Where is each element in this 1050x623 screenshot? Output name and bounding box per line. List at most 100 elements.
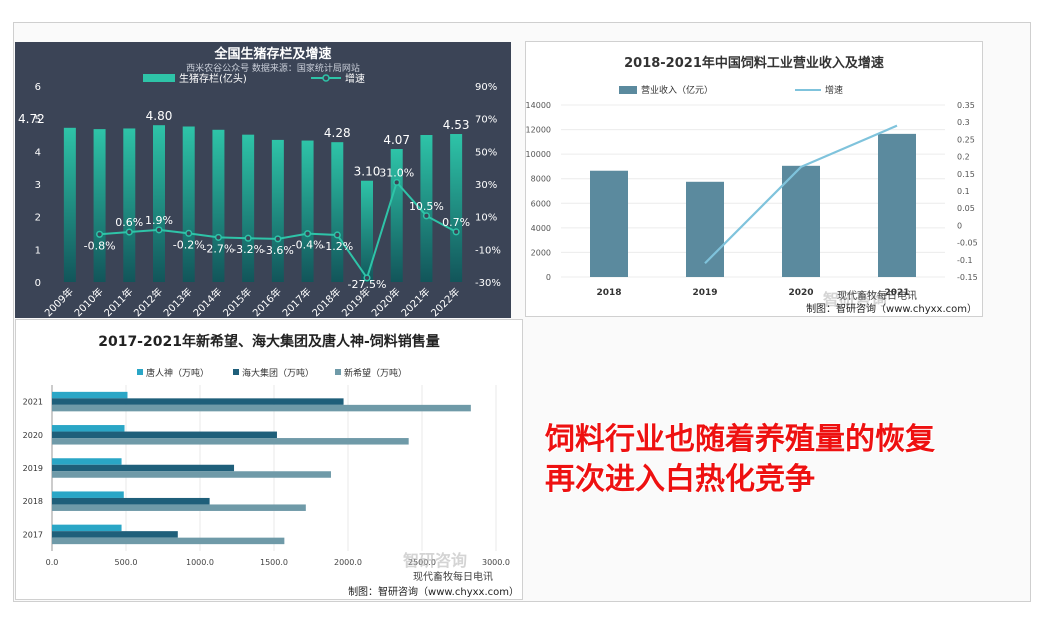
headline-line-1: 饲料行业也随着养殖量的恢复 xyxy=(545,422,935,457)
y2-tick-label: -10% xyxy=(475,245,501,256)
bar-sales xyxy=(52,471,331,478)
x-tick-label: 2021 xyxy=(884,288,909,298)
growth-point xyxy=(363,274,371,282)
y2-tick-label: 0.35 xyxy=(957,101,975,110)
y-tick-label: 1 xyxy=(35,245,41,256)
bar-sales xyxy=(52,531,178,538)
legend-label: 唐人神（万吨） xyxy=(146,367,209,379)
bar-inventory xyxy=(331,142,344,282)
growth-point xyxy=(333,231,341,239)
bar-value-label: 4.80 xyxy=(146,109,173,123)
legend-label-revenue: 营业收入（亿元） xyxy=(641,84,713,96)
y-tick-label: 2020 xyxy=(23,431,43,440)
watermark-text: 智研咨询 xyxy=(403,551,467,570)
feed-sales-chart: 2017-2021年新希望、海大集团及唐人神-饲料销售量 唐人神（万吨） 海大集团（… xyxy=(15,319,523,600)
y-tick-label: 12000 xyxy=(526,126,551,135)
bar-sales xyxy=(52,504,306,511)
bar-sales xyxy=(52,464,235,472)
chart-title: 2018-2021年中国饲料工业营业收入及增速 xyxy=(624,55,884,71)
growth-value-label: -1.2% xyxy=(321,240,353,253)
y-tick-label: 4000 xyxy=(531,224,551,233)
growth-value-label: -0.4% xyxy=(292,239,324,252)
y-tick-label: 2021 xyxy=(23,398,43,407)
chart-title: 2017-2021年新希望、海大集团及唐人神-饲料销售量 xyxy=(98,333,440,350)
growth-point xyxy=(274,235,282,243)
bar-sales xyxy=(52,398,344,405)
growth-point xyxy=(125,228,133,236)
x-tick-label: 2020 xyxy=(788,288,813,298)
headline: 饲料行业也随着养殖量的恢复 再次进入白热化竞争 xyxy=(545,420,1025,500)
growth-point xyxy=(185,229,193,237)
bar-sales xyxy=(52,491,124,498)
growth-value-label: 0.7% xyxy=(442,216,470,229)
y2-tick-label: -30% xyxy=(475,278,501,289)
y-tick-label: 10000 xyxy=(526,150,551,159)
y-tick-label: 2000 xyxy=(531,248,551,257)
y-tick-label: 2019 xyxy=(23,464,43,473)
y2-tick-label: -0.1 xyxy=(957,256,973,265)
growth-value-label: -27.5% xyxy=(348,278,387,291)
wechat-label: 现代畜牧每日电讯 xyxy=(413,570,493,583)
x-tick-label: 2019 xyxy=(692,288,717,298)
legend-label-growth: 增速 xyxy=(825,84,843,96)
x-tick-label: 2500.0 xyxy=(408,558,436,567)
y-tick-label: 0 xyxy=(35,278,41,289)
bar-inventory xyxy=(420,135,433,282)
growth-value-label: 31.0% xyxy=(379,166,414,179)
y-tick-label: 2 xyxy=(35,213,41,224)
legend-label: 新希望（万吨） xyxy=(344,367,407,379)
growth-point xyxy=(214,233,222,241)
bar-sales xyxy=(52,404,471,412)
x-tick-label: 500.0 xyxy=(115,558,138,567)
bar-revenue xyxy=(590,170,628,277)
bar-sales xyxy=(52,425,125,432)
y-tick-label: 0 xyxy=(546,273,551,282)
y2-tick-label: 0.2 xyxy=(957,153,970,162)
y-tick-label: 14000 xyxy=(526,101,551,110)
y-tick-label: 6000 xyxy=(531,199,551,208)
wechat-label: 现代畜牧每日电讯 xyxy=(837,289,917,302)
y2-tick-label: 90% xyxy=(475,82,497,93)
chart-title: 全国生猪存栏及增速 xyxy=(213,46,331,62)
growth-value-label: -3.2% xyxy=(232,243,264,256)
bar-sales xyxy=(52,497,210,505)
legend-swatch-revenue xyxy=(619,86,637,94)
growth-point xyxy=(393,178,401,186)
bar-inventory xyxy=(123,128,136,282)
bar-inventory xyxy=(93,129,106,282)
bar-revenue xyxy=(878,133,916,277)
growth-point xyxy=(452,228,460,236)
growth-value-label: 10.5% xyxy=(409,200,444,213)
bar-sales xyxy=(52,391,128,399)
source-label: 制图：智研咨询（www.chyxx.com） xyxy=(348,585,519,598)
bar-inventory xyxy=(212,129,225,282)
y2-tick-label: 0.25 xyxy=(957,135,975,144)
y2-tick-label: 0 xyxy=(957,221,962,230)
legend-label-inventory: 生猪存栏(亿头) xyxy=(179,72,247,85)
x-tick-label: 3000.0 xyxy=(482,558,510,567)
y-tick-label: 8000 xyxy=(531,175,551,184)
y2-tick-label: -0.15 xyxy=(957,273,978,282)
bar-sales xyxy=(52,458,122,465)
bar-revenue xyxy=(686,181,724,277)
bar-sales xyxy=(52,537,285,545)
growth-line xyxy=(704,124,898,265)
y2-tick-label: 0.15 xyxy=(957,170,975,179)
y-tick-label: 4 xyxy=(35,147,41,158)
legend-swatch xyxy=(137,369,143,375)
y2-tick-label: -0.05 xyxy=(957,239,978,248)
y2-tick-label: 0.05 xyxy=(957,204,975,213)
bar-inventory xyxy=(242,134,255,282)
bar-inventory xyxy=(153,125,165,282)
source-label: 制图：智研咨询（www.chyxx.com） xyxy=(806,302,977,315)
legend-swatch xyxy=(233,369,239,375)
bar-inventory xyxy=(361,180,373,282)
bar-value-label: 4.28 xyxy=(324,126,351,140)
bar-inventory xyxy=(182,126,195,282)
growth-point xyxy=(304,230,312,238)
feed-revenue-chart: 2018-2021年中国饲料工业营业收入及增速营业收入（亿元） 增速 0 2000 40… xyxy=(525,41,983,317)
growth-value-label: 1.9% xyxy=(145,214,173,227)
headline-line-2: 再次进入白热化竞争 xyxy=(545,462,815,497)
bar-inventory xyxy=(301,140,314,282)
y-tick-label: 2018 xyxy=(23,497,43,506)
